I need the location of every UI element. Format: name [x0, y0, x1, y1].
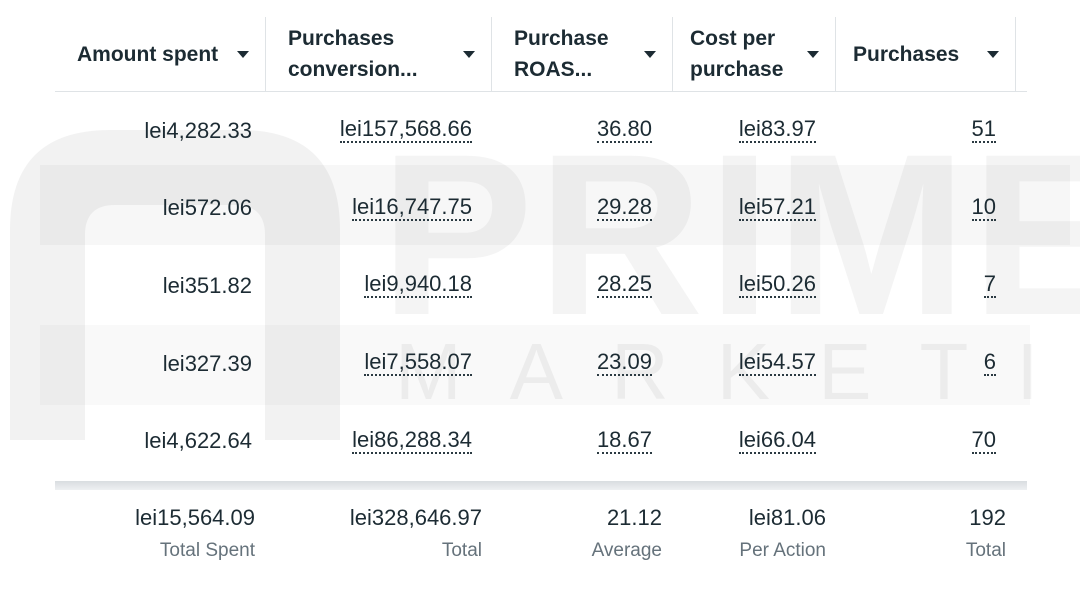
amount-spent-cell: lei4,282.33 [55, 92, 252, 170]
cost-per-purchase-cell[interactable]: lei57.21 [673, 170, 816, 248]
sort-caret-icon[interactable] [463, 50, 475, 58]
cost-per-action-total: lei81.06 Per Action [673, 500, 826, 566]
column-header-purchase-roas[interactable]: Purchase ROAS... [492, 17, 673, 91]
roas-cell[interactable]: 23.09 [492, 325, 652, 403]
purchases-cell[interactable]: 51 [836, 92, 996, 170]
column-header-purchases[interactable]: Purchases [836, 17, 1016, 91]
column-header-label: Purchases [853, 42, 960, 66]
total-conversion-value: lei328,646.97 Total [266, 500, 482, 566]
roas-link[interactable]: 29.28 [596, 193, 652, 221]
total-label: Average [591, 540, 662, 561]
cost-per-purchase-cell[interactable]: lei66.04 [673, 402, 816, 480]
roas-link[interactable]: 23.09 [596, 349, 652, 377]
total-value: lei328,646.97 [349, 505, 482, 530]
total-label: Per Action [739, 540, 826, 561]
totals-divider [55, 481, 1027, 490]
conversion-value-link[interactable]: lei157,568.66 [339, 116, 472, 144]
purchases-cell[interactable]: 70 [836, 402, 996, 480]
roas-cell[interactable]: 36.80 [492, 92, 652, 170]
cost-per-purchase-link[interactable]: lei83.97 [738, 116, 816, 144]
sort-caret-icon[interactable] [644, 50, 656, 58]
cost-per-purchase-link[interactable]: lei57.21 [738, 193, 816, 221]
roas-cell[interactable]: 29.28 [492, 170, 652, 248]
amount-spent-cell: lei351.82 [55, 247, 252, 325]
amount-spent-value: lei351.82 [162, 272, 252, 298]
total-label: Total [441, 540, 482, 561]
purchases-cell[interactable]: 10 [836, 170, 996, 248]
column-header-label: Amount spent [77, 42, 219, 66]
table-row: lei327.39 lei7,558.07 23.09 lei54.57 6 [55, 325, 1027, 403]
conversion-value-cell[interactable]: lei157,568.66 [266, 92, 472, 170]
total-label: Total Spent [159, 540, 255, 561]
table-header: Amount spent Purchases conversion... Pur… [55, 17, 1027, 92]
column-header-amount-spent[interactable]: Amount spent [55, 17, 266, 91]
amount-spent-value: lei4,622.64 [144, 428, 252, 454]
conversion-value-link[interactable]: lei9,940.18 [364, 271, 472, 299]
column-header-label: Purchases conversion... [288, 27, 418, 81]
table-row: lei351.82 lei9,940.18 28.25 lei50.26 7 [55, 247, 1027, 325]
total-label: Total [965, 540, 1006, 561]
conversion-value-cell[interactable]: lei7,558.07 [266, 325, 472, 403]
purchases-link[interactable]: 7 [983, 271, 996, 299]
roas-cell[interactable]: 18.67 [492, 402, 652, 480]
sort-caret-icon[interactable] [807, 50, 819, 58]
total-purchases: 192 Total [836, 500, 1006, 566]
amount-spent-cell: lei4,622.64 [55, 402, 252, 480]
roas-link[interactable]: 36.80 [596, 116, 652, 144]
table-row: lei572.06 lei16,747.75 29.28 lei57.21 10 [55, 170, 1027, 248]
cost-per-purchase-cell[interactable]: lei83.97 [673, 92, 816, 170]
cost-per-purchase-cell[interactable]: lei50.26 [673, 247, 816, 325]
amount-spent-cell: lei572.06 [55, 170, 252, 248]
amount-spent-value: lei4,282.33 [144, 117, 252, 143]
total-value: lei81.06 [748, 505, 826, 530]
purchases-link[interactable]: 6 [983, 349, 996, 377]
conversion-value-link[interactable]: lei7,558.07 [364, 349, 472, 377]
cost-per-purchase-cell[interactable]: lei54.57 [673, 325, 816, 403]
amount-spent-cell: lei327.39 [55, 325, 252, 403]
purchases-cell[interactable]: 7 [836, 247, 996, 325]
total-spent: lei15,564.09 Total Spent [55, 500, 255, 566]
column-header-cost-per-purchase[interactable]: Cost per purchase [673, 17, 836, 91]
cost-per-purchase-link[interactable]: lei66.04 [738, 426, 816, 454]
purchases-link[interactable]: 10 [971, 193, 996, 221]
total-value: lei15,564.09 [135, 505, 255, 530]
ads-metrics-table: Amount spent Purchases conversion... Pur… [55, 17, 1027, 480]
roas-link[interactable]: 28.25 [596, 271, 652, 299]
column-header-label: Purchase ROAS... [514, 27, 609, 81]
conversion-value-cell[interactable]: lei16,747.75 [266, 170, 472, 248]
roas-link[interactable]: 18.67 [596, 426, 652, 454]
table-row: lei4,282.33 lei157,568.66 36.80 lei83.97… [55, 92, 1027, 170]
purchases-cell[interactable]: 6 [836, 325, 996, 403]
column-header-label: Cost per purchase [690, 27, 784, 81]
total-value: 21.12 [606, 505, 662, 530]
roas-cell[interactable]: 28.25 [492, 247, 652, 325]
conversion-value-cell[interactable]: lei86,288.34 [266, 402, 472, 480]
total-value: 192 [969, 505, 1006, 530]
conversion-value-cell[interactable]: lei9,940.18 [266, 247, 472, 325]
purchases-link[interactable]: 51 [971, 116, 996, 144]
cost-per-purchase-link[interactable]: lei54.57 [738, 349, 816, 377]
average-roas: 21.12 Average [492, 500, 662, 566]
amount-spent-value: lei327.39 [162, 350, 252, 376]
sort-caret-icon[interactable] [987, 50, 999, 58]
table-row: lei4,622.64 lei86,288.34 18.67 lei66.04 … [55, 402, 1027, 480]
amount-spent-value: lei572.06 [162, 195, 252, 221]
column-header-purchases-conversion[interactable]: Purchases conversion... [266, 17, 492, 91]
cost-per-purchase-link[interactable]: lei50.26 [738, 271, 816, 299]
conversion-value-link[interactable]: lei16,747.75 [352, 193, 472, 221]
conversion-value-link[interactable]: lei86,288.34 [352, 426, 472, 454]
purchases-link[interactable]: 70 [971, 426, 996, 454]
sort-caret-icon[interactable] [237, 50, 249, 58]
totals-row: lei15,564.09 Total Spent lei328,646.97 T… [55, 500, 1027, 570]
